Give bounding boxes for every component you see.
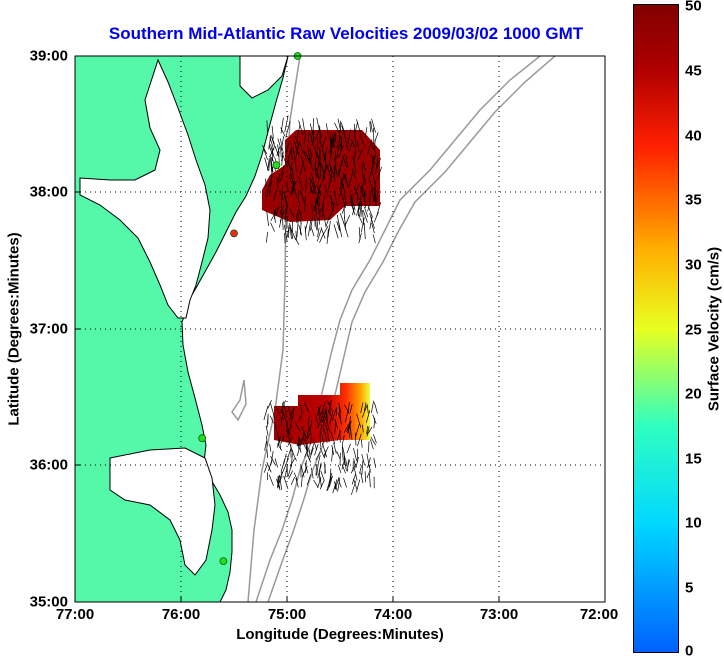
y-tick-label: 36:00: [30, 457, 68, 474]
colorbar-tick: 5: [685, 580, 693, 597]
velocity-vector: [306, 460, 307, 473]
y-axis-label: Latitude (Degrees:Minutes): [6, 232, 23, 425]
velocity-vector: [368, 442, 369, 453]
colorbar-tick: 15: [685, 451, 702, 468]
velocity-vector: [356, 480, 360, 493]
velocity-vector: [316, 464, 317, 475]
velocity-vector: [311, 226, 314, 236]
velocity-vector: [362, 460, 363, 474]
x-tick-label: 74:00: [374, 606, 412, 623]
velocity-vector: [272, 126, 273, 139]
velocity-vector: [335, 151, 336, 161]
velocity-vector: [309, 449, 310, 457]
velocity-vector: [264, 465, 267, 473]
velocity-vector: [287, 449, 291, 460]
velocity-vector: [354, 468, 357, 481]
x-tick-label: 72:00: [580, 606, 618, 623]
velocity-vector: [270, 444, 271, 452]
x-axis-label: Longitude (Degrees:Minutes): [75, 626, 605, 643]
velocity-vector: [359, 227, 360, 240]
velocity-vector: [334, 224, 338, 238]
velocity-vector: [351, 481, 356, 495]
velocity-vector: [320, 477, 321, 488]
velocity-vector: [308, 220, 311, 236]
velocity-vector: [365, 471, 366, 482]
velocity-vector: [267, 211, 269, 226]
velocity-vector: [344, 478, 347, 488]
delaware-bay: [240, 56, 288, 98]
velocity-vector: [291, 453, 292, 467]
velocity-vector: [337, 451, 340, 459]
y-tick-label: 35:00: [30, 594, 68, 611]
velocity-vector: [317, 464, 319, 476]
velocity-vector: [297, 221, 298, 238]
velocity-vector: [282, 465, 287, 476]
x-tick-label: 73:00: [480, 606, 518, 623]
velocity-vector: [314, 480, 319, 488]
colorbar-tick: 40: [685, 128, 702, 145]
y-tick-label: 37:00: [30, 321, 68, 338]
velocity-vector: [281, 459, 285, 473]
colorbar-tick: 0: [685, 643, 693, 660]
velocity-vector: [360, 465, 362, 473]
velocity-vector: [364, 223, 365, 239]
velocity-vector: [275, 458, 278, 467]
velocity-vector: [374, 458, 376, 468]
velocity-vector: [374, 403, 377, 414]
colorbar-tick: 25: [685, 322, 702, 339]
colorbar: [633, 4, 679, 653]
velocity-vector: [267, 436, 268, 447]
colorbar-tick: 35: [685, 192, 702, 209]
velocity-vector: [362, 454, 365, 465]
velocity-vector: [370, 121, 371, 132]
colorbar-tick: 20: [685, 386, 702, 403]
velocity-vector: [267, 449, 268, 458]
velocity-vector: [320, 233, 324, 242]
velocity-vector: [347, 444, 351, 453]
velocity-vector: [328, 477, 332, 491]
station-marker: [273, 162, 280, 169]
velocity-vector: [373, 234, 375, 243]
y-tick-label: 38:00: [30, 184, 68, 201]
velocity-vector: [353, 479, 357, 490]
velocity-vector: [374, 212, 378, 222]
velocity-vector: [371, 121, 373, 132]
colorbar-tick: 50: [685, 0, 702, 15]
station-marker: [220, 558, 227, 565]
velocity-vector: [269, 475, 273, 486]
velocity-vector: [283, 218, 284, 230]
velocity-vector: [271, 403, 275, 417]
colorbar-tick: 30: [685, 257, 702, 274]
x-tick-label: 75:00: [268, 606, 306, 623]
y-tick-label: 39:00: [30, 48, 68, 65]
velocity-vector: [271, 223, 275, 232]
station-marker: [231, 230, 238, 237]
x-tick-label: 76:00: [162, 606, 200, 623]
velocity-vector: [340, 213, 344, 224]
colorbar-tick: 45: [685, 63, 702, 80]
velocity-vector: [266, 232, 267, 243]
velocity-vector: [334, 443, 337, 454]
velocity-vector: [301, 475, 302, 487]
velocity-vector: [361, 440, 362, 448]
velocity-vector: [358, 215, 362, 224]
velocity-vector: [264, 149, 268, 160]
station-marker: [199, 435, 206, 442]
velocity-vector: [264, 406, 268, 420]
velocity-vector: [371, 401, 373, 413]
colorbar-tick: 10: [685, 515, 702, 532]
colorbar-label: Surface Velocity (cm/s): [706, 247, 723, 411]
velocity-vector: [338, 465, 341, 473]
velocity-vector: [345, 215, 350, 226]
velocity-vector: [316, 221, 317, 230]
velocity-vector: [321, 471, 325, 481]
velocity-vector: [272, 137, 276, 148]
velocity-vector: [291, 477, 294, 485]
velocity-vector: [369, 473, 370, 487]
